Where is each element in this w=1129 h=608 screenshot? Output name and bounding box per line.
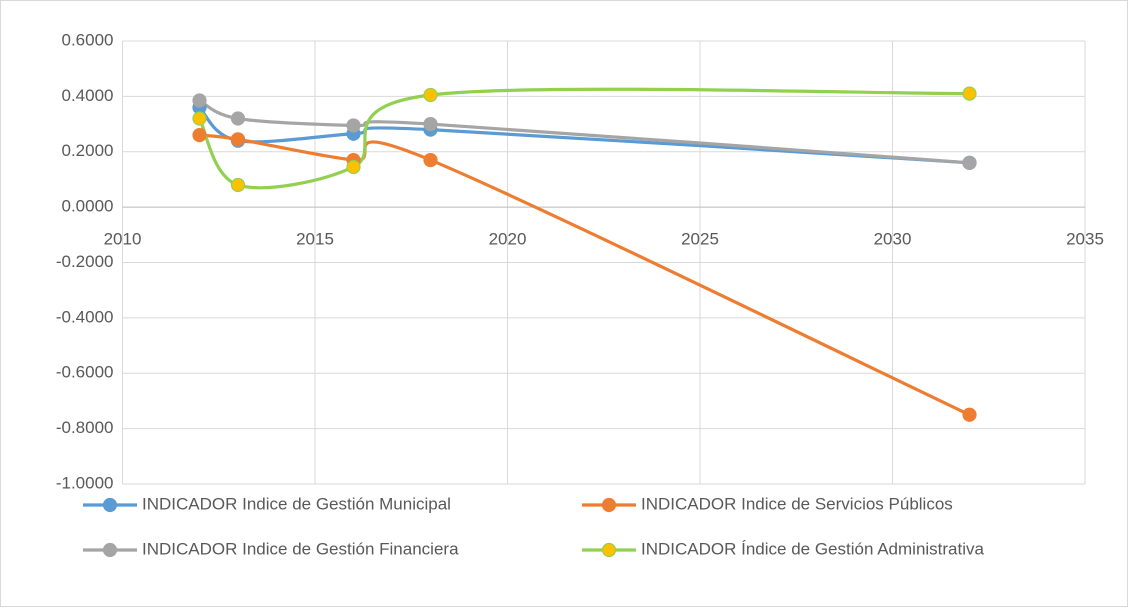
y-tick-label: -0.2000 <box>56 252 114 271</box>
y-tick-label: 0.4000 <box>62 86 114 105</box>
legend-label: INDICADOR Índice de Gestión Administrati… <box>641 539 985 558</box>
point <box>346 159 361 175</box>
x-tick-label: 2010 <box>104 230 142 249</box>
x-tick-label: 2030 <box>874 230 912 249</box>
legend-marker <box>102 497 118 513</box>
point <box>423 116 438 132</box>
point <box>962 86 977 101</box>
y-tick-label: -0.4000 <box>56 307 114 326</box>
x-tick-label: 2025 <box>681 230 719 249</box>
legend-label: INDICADOR Indice de Gestión Municipal <box>142 494 451 513</box>
point <box>962 155 977 170</box>
y-tick-label: 0.0000 <box>62 197 114 216</box>
point <box>423 87 438 103</box>
x-tick-label: 2015 <box>296 230 334 249</box>
point <box>230 111 246 126</box>
point <box>230 177 246 193</box>
y-tick-label: -0.6000 <box>56 363 114 382</box>
point <box>230 132 246 147</box>
point <box>192 128 207 143</box>
legend-label: INDICADOR Indice de Gestión Financiera <box>142 539 459 558</box>
x-tick-label: 2035 <box>1066 230 1104 249</box>
point <box>192 111 207 126</box>
point <box>423 152 438 168</box>
y-tick-label: 0.6000 <box>62 30 114 49</box>
y-tick-label: -1.0000 <box>56 473 114 492</box>
point <box>192 93 207 108</box>
legend-marker <box>102 542 118 558</box>
point <box>346 118 361 133</box>
y-tick-label: 0.2000 <box>62 141 114 160</box>
point <box>962 407 977 422</box>
legend-marker <box>601 542 617 558</box>
x-tick-label: 2020 <box>489 230 527 249</box>
y-tick-label: -0.8000 <box>56 418 114 437</box>
legend-label: INDICADOR Indice de Servicios Públicos <box>641 494 953 513</box>
legend-marker <box>601 497 617 513</box>
